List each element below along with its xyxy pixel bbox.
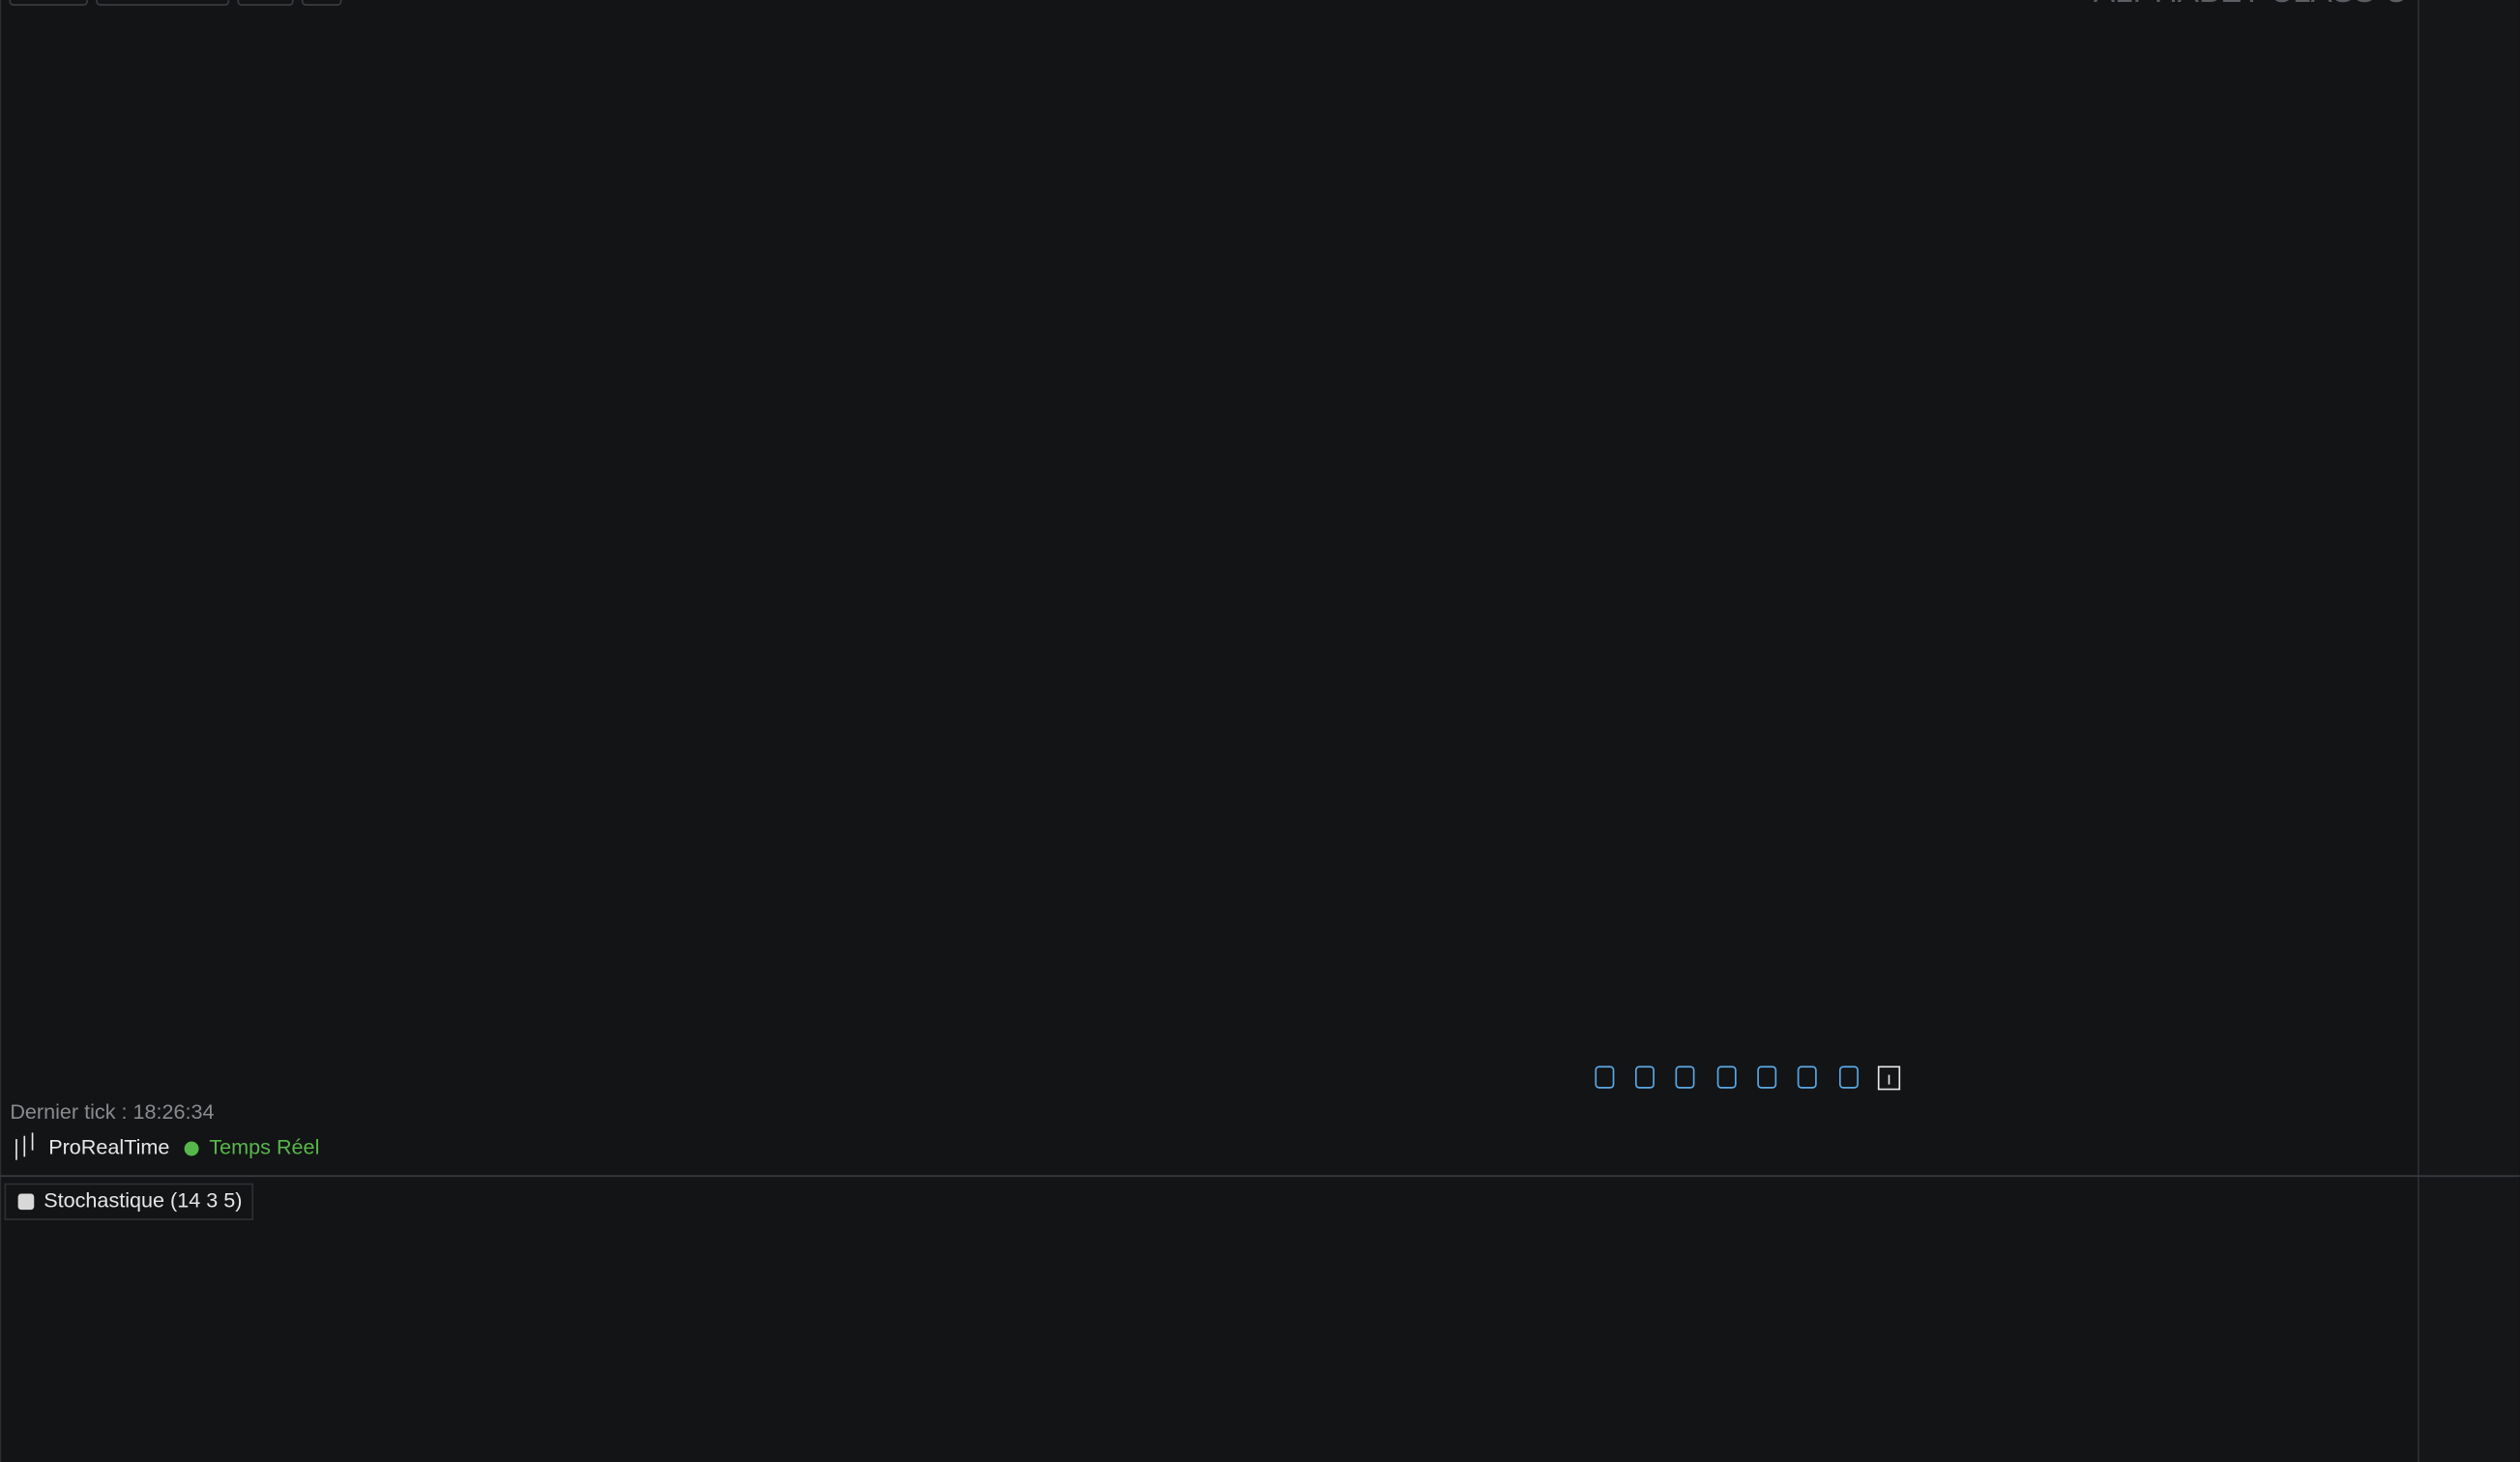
toolbar-button[interactable] [9,0,88,6]
event-icon[interactable] [1838,1066,1859,1089]
status-dot [184,1141,199,1156]
event-icon[interactable] [1675,1066,1695,1089]
instrument-title: ALPHABET CLASS C [2094,0,2407,10]
logo [15,1132,34,1160]
indicator-checkbox[interactable] [17,1193,35,1211]
event-icon[interactable] [1595,1066,1615,1089]
toolbar-button[interactable] [96,0,230,6]
event-icons [1595,1066,1859,1089]
indicator-title: Stochastique (14 3 5) [44,1188,242,1213]
event-icon[interactable] [1797,1066,1817,1089]
event-icon[interactable] [1716,1066,1737,1089]
toolbar-button[interactable] [237,0,294,6]
price-axis-area [2417,0,2520,1462]
toolbar-button[interactable] [301,0,342,6]
indicator-label-box[interactable] [4,1183,254,1220]
event-icon[interactable] [1634,1066,1655,1089]
status: Temps Réel [209,1135,319,1159]
source: ProRealTime [48,1135,169,1159]
info-icon[interactable] [1877,1066,1901,1091]
event-icon[interactable] [1757,1066,1777,1089]
last-tick: Dernier tick : 18:26:34 [10,1099,214,1124]
